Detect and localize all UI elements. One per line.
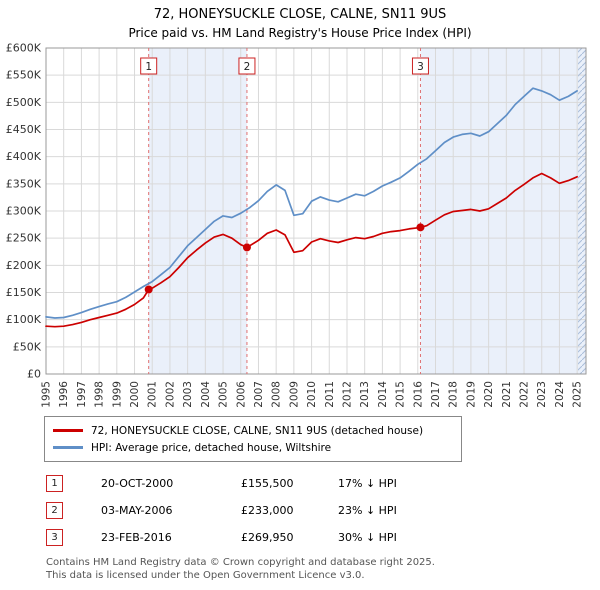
transaction-hpi-diff: 30% ↓ HPI [338,531,397,544]
y-axis-tick-label: £550K [6,69,42,82]
x-axis-tick-label: 2003 [182,381,194,408]
property-price-line [45,172,578,328]
sale-marker-number: 1 [145,61,152,73]
x-axis-tick-label: 2021 [501,381,513,408]
transaction-row: 2 03-MAY-2006 £233,000 23% ↓ HPI [46,502,600,519]
future-hatch-region [578,48,586,374]
transaction-price: £155,500 [241,477,294,490]
page-subtitle: Price paid vs. HM Land Registry's House … [128,26,472,40]
x-axis-tick-label: 2009 [288,381,300,408]
transaction-date: 20-OCT-2000 [101,477,174,490]
transaction-date: 23-FEB-2016 [101,531,172,544]
x-axis-tick-label: 2023 [536,381,548,408]
legend-item-property: 72, HONEYSUCKLE CLOSE, CALNE, SN11 9US (… [53,422,453,439]
legend-label-property: 72, HONEYSUCKLE CLOSE, CALNE, SN11 9US (… [91,424,424,437]
transactions-table: 1 20-OCT-2000 £155,500 17% ↓ HPI 2 03-MA… [46,475,600,546]
x-axis-tick-label: 2011 [324,381,336,408]
sale-point [144,285,153,294]
transaction-date: 03-MAY-2006 [101,504,173,517]
x-axis-tick-label: 2017 [430,381,442,408]
x-axis-tick-label: 2012 [341,381,353,408]
x-axis-tick-label: 2000 [129,381,141,408]
y-axis-tick-label: £500K [6,96,42,109]
footer-line-2: This data is licensed under the Open Gov… [46,570,365,581]
x-axis-tick-label: 2024 [554,381,566,408]
x-axis-tick-label: 2010 [306,381,318,408]
sale-marker-number: 3 [417,61,424,73]
x-axis-tick-label: 2013 [359,381,371,408]
y-axis-tick-label: £300K [6,205,42,218]
x-axis-tick-label: 2008 [271,381,283,408]
y-axis-tick-label: £50K [13,340,42,353]
x-axis-tick-label: 2025 [572,381,584,408]
legend-label-hpi: HPI: Average price, detached house, Wilt… [91,441,332,454]
y-axis-tick-label: £350K [6,177,42,190]
x-axis-tick-label: 2004 [200,381,212,408]
x-axis-tick-label: 2014 [377,381,389,408]
transaction-marker-number: 2 [46,502,63,519]
chart-header: 72, HONEYSUCKLE CLOSE, CALNE, SN11 9US P… [0,0,600,40]
transaction-row: 3 23-FEB-2016 £269,950 30% ↓ HPI [46,529,600,546]
page-title: 72, HONEYSUCKLE CLOSE, CALNE, SN11 9US [153,7,447,22]
x-axis-tick-label: 2005 [218,381,230,408]
hpi-line-swatch [53,446,83,449]
legend: 72, HONEYSUCKLE CLOSE, CALNE, SN11 9US (… [44,416,462,462]
transaction-hpi-diff: 23% ↓ HPI [338,504,397,517]
transaction-hpi-diff: 17% ↓ HPI [338,477,397,490]
sale-marker-number: 2 [244,61,251,73]
sale-marker-box [411,57,429,75]
x-axis-tick-label: 2001 [147,381,159,408]
sale-marker-box [140,57,158,75]
price-history-chart: £0 £50K £100K £150K £200K £250K £300K £350K £400… [6,42,587,408]
y-axis-tick-label: £200K [6,259,42,272]
sale-point [242,243,251,252]
y-axis-tick-label: £450K [6,123,42,136]
footer-line-1: Contains HM Land Registry data © Crown c… [46,557,435,568]
x-axis-tick-label: 2006 [235,381,247,408]
x-axis-tick-label: 2020 [483,381,495,408]
sale-point [416,223,425,232]
property-line-swatch [53,429,83,432]
y-axis-tick-label: £600K [6,42,42,55]
y-axis-tick-label: £0 [27,368,41,381]
transaction-marker-number: 1 [46,475,63,492]
transaction-marker-number: 3 [46,529,63,546]
legend-item-hpi: HPI: Average price, detached house, Wilt… [53,439,453,456]
x-axis-tick-label: 2002 [164,381,176,408]
x-axis-tick-label: 2018 [448,381,460,408]
x-axis-tick-label: 2015 [395,381,407,408]
x-axis-tick-label: 2019 [465,381,477,408]
x-axis-tick-label: 2007 [253,381,265,408]
sale-marker-box [238,57,256,75]
x-axis-tick-label: 2016 [412,381,424,408]
transaction-price: £269,950 [241,531,294,544]
hpi-line [45,87,578,319]
y-axis-tick-label: £250K [6,232,42,245]
transaction-row: 1 20-OCT-2000 £155,500 17% ↓ HPI [46,475,600,492]
x-axis-tick-label: 1997 [76,381,88,408]
x-axis-tick-label: 1999 [111,381,123,408]
plot-border [45,47,587,375]
x-axis-tick-label: 1995 [41,381,53,408]
y-axis-tick-label: £100K [6,313,42,326]
y-axis-tick-label: £150K [6,286,42,299]
x-axis-tick-label: 1998 [94,381,106,408]
copyright-footer: Contains HM Land Registry data © Crown c… [46,556,600,582]
y-axis-tick-label: £400K [6,150,42,163]
x-axis-tick-label: 2022 [519,381,531,408]
x-axis-tick-label: 1996 [58,381,70,408]
transaction-price: £233,000 [241,504,294,517]
